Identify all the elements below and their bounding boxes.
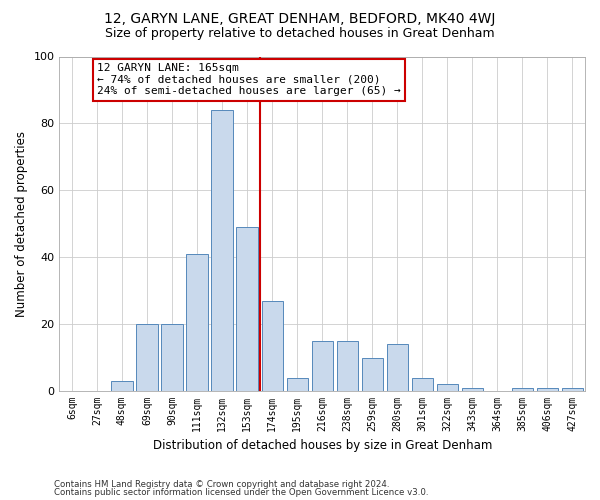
Bar (562, 388, 583, 391)
Bar (412, 378, 433, 391)
Bar (136, 324, 158, 391)
Bar (337, 341, 358, 391)
Text: 12 GARYN LANE: 165sqm
← 74% of detached houses are smaller (200)
24% of semi-det: 12 GARYN LANE: 165sqm ← 74% of detached … (97, 63, 401, 96)
Bar (211, 110, 233, 391)
Bar (362, 358, 383, 391)
Text: 12, GARYN LANE, GREAT DENHAM, BEDFORD, MK40 4WJ: 12, GARYN LANE, GREAT DENHAM, BEDFORD, M… (104, 12, 496, 26)
Bar (386, 344, 408, 391)
Bar (161, 324, 182, 391)
Bar (112, 381, 133, 391)
Bar (462, 388, 483, 391)
Y-axis label: Number of detached properties: Number of detached properties (15, 131, 28, 317)
Bar (287, 378, 308, 391)
Bar (236, 227, 258, 391)
Text: Contains public sector information licensed under the Open Government Licence v3: Contains public sector information licen… (54, 488, 428, 497)
Bar (187, 254, 208, 391)
Bar (512, 388, 533, 391)
Text: Contains HM Land Registry data © Crown copyright and database right 2024.: Contains HM Land Registry data © Crown c… (54, 480, 389, 489)
Bar (262, 300, 283, 391)
Bar (537, 388, 558, 391)
Bar (311, 341, 333, 391)
X-axis label: Distribution of detached houses by size in Great Denham: Distribution of detached houses by size … (152, 440, 492, 452)
Bar (437, 384, 458, 391)
Text: Size of property relative to detached houses in Great Denham: Size of property relative to detached ho… (105, 28, 495, 40)
